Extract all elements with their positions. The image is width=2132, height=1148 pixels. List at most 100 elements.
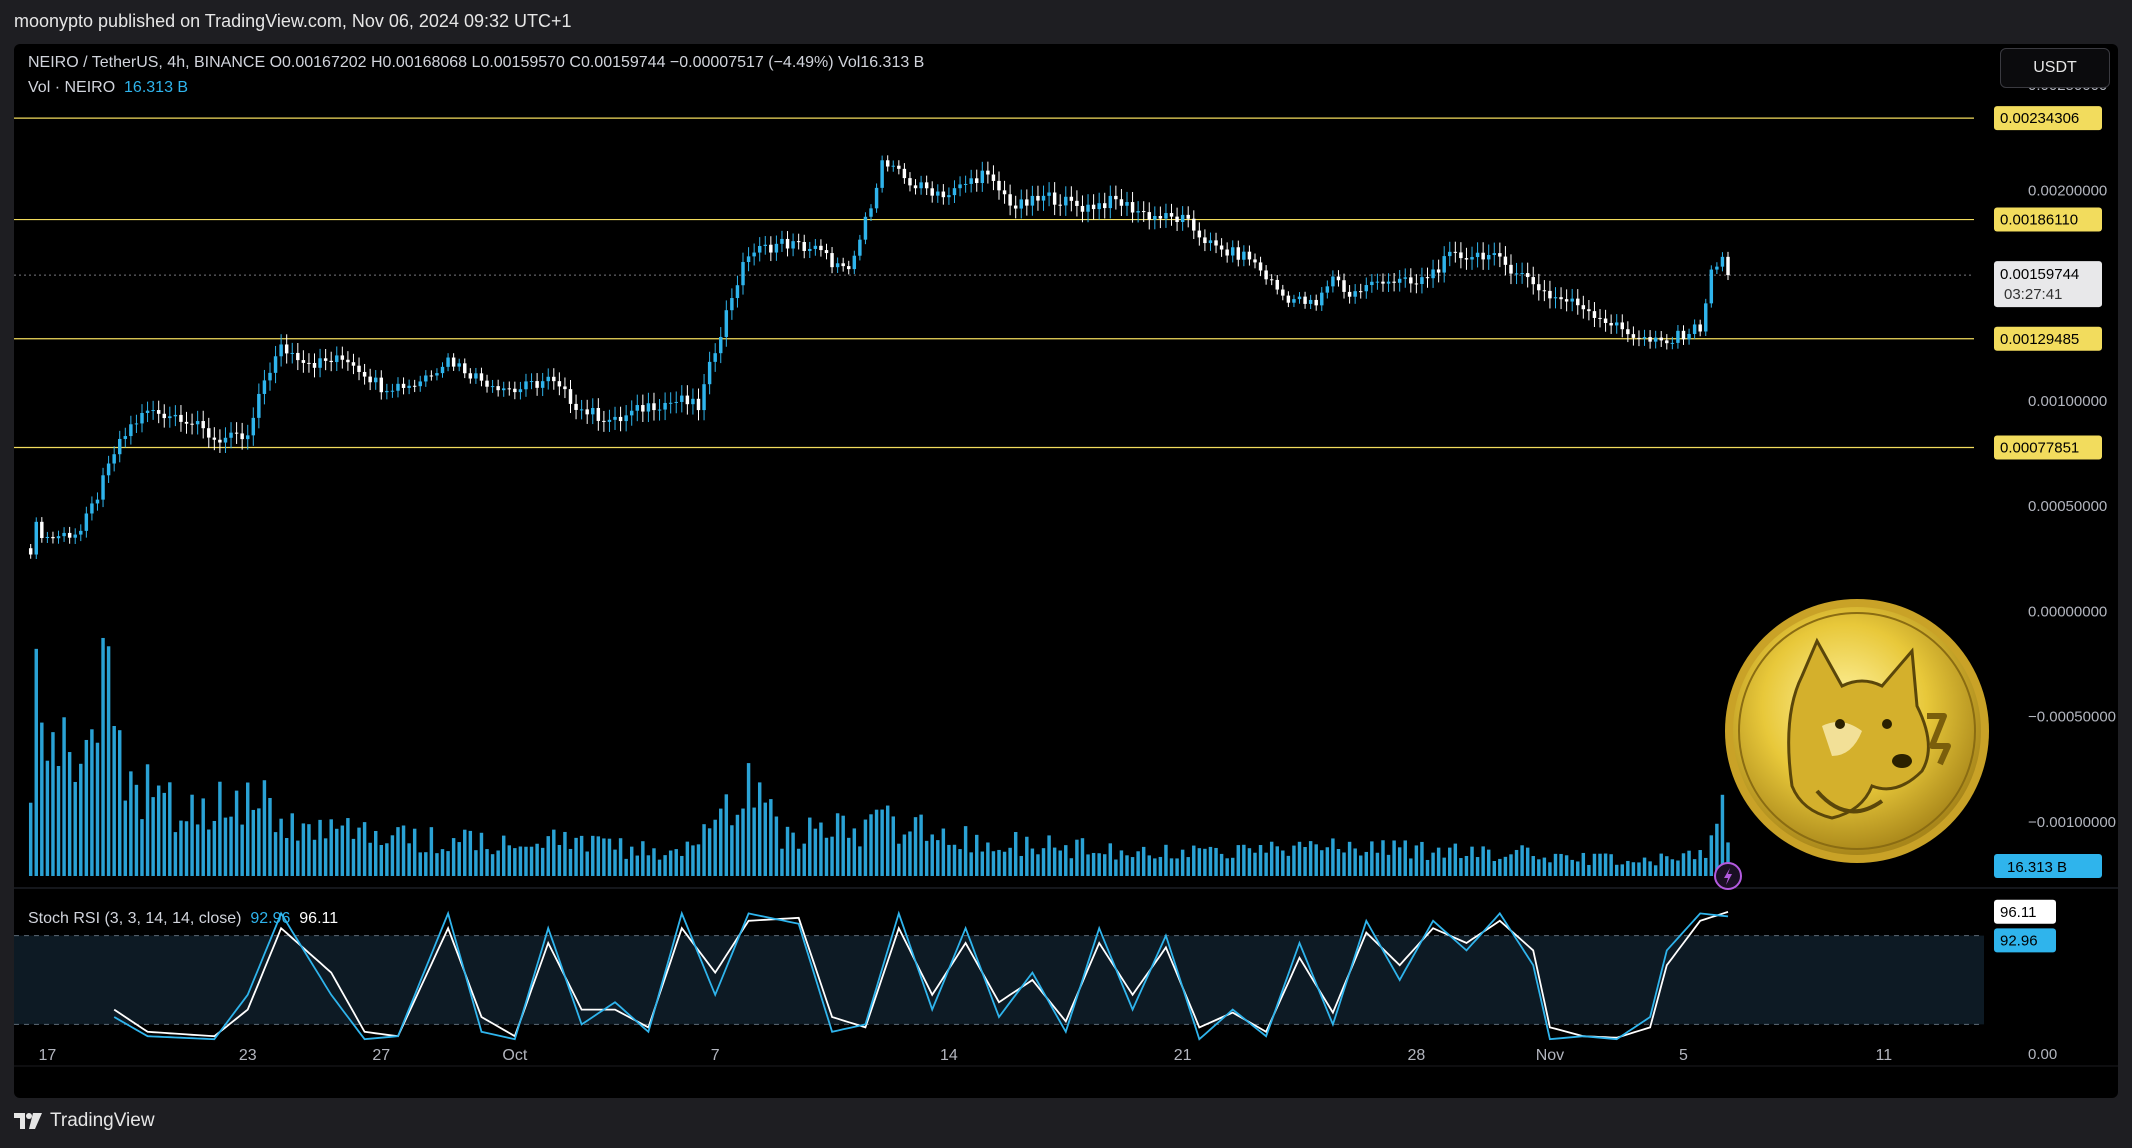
volume-bar (312, 839, 317, 876)
candle-body (1258, 262, 1263, 271)
last-price-tag (1994, 261, 2102, 308)
volume-bar (1275, 846, 1279, 876)
candle-body (1103, 203, 1107, 209)
candle-body (84, 513, 89, 531)
volume-bar (730, 825, 734, 876)
volume-bar (129, 771, 133, 876)
stoch-d-line (113, 911, 1729, 1039)
candle-body (218, 439, 222, 443)
volume-bar (635, 855, 640, 876)
candle-body (668, 402, 673, 404)
volume-value: 16.313 B (124, 79, 189, 96)
candle-body (1030, 195, 1035, 206)
volume-bar (919, 814, 923, 876)
candle-body (273, 356, 278, 373)
tradingview-brand[interactable]: TradingView (14, 1110, 155, 1132)
volume-bar (1364, 851, 1369, 876)
volume-bar (1492, 861, 1497, 876)
volume-bar (897, 843, 901, 876)
candle-body (268, 372, 272, 381)
candle-body (1281, 289, 1285, 296)
candle-body (752, 252, 756, 257)
volume-bar (980, 851, 985, 876)
candle-body (1164, 213, 1168, 219)
candle-body (251, 417, 256, 436)
volume-bar (468, 830, 473, 876)
volume-bar (902, 834, 907, 876)
candle-body (435, 373, 439, 376)
candle-body (1576, 298, 1580, 306)
volume-bar (479, 832, 484, 876)
chart-panel[interactable]: 0.002500000.002000000.001000000.00050000… (14, 44, 2118, 1098)
volume-bar (190, 794, 194, 876)
volume-bar (1019, 855, 1023, 876)
volume-bar (496, 850, 500, 876)
time-axis-tick-label: 14 (940, 1047, 958, 1064)
candle-body (1559, 297, 1563, 300)
volume-legend[interactable]: Vol · NEIRO 16.313 B (28, 79, 188, 97)
candle-body (646, 403, 651, 412)
candle-body (1353, 291, 1357, 297)
volume-bar (1425, 859, 1430, 876)
candle-body (28, 548, 33, 555)
volume-bar (1347, 841, 1352, 876)
volume-bar (769, 799, 773, 876)
candle-body (1314, 299, 1318, 306)
candle-body (680, 395, 684, 402)
volume-bar (1125, 855, 1129, 876)
candle-body (635, 405, 640, 411)
candle-body (724, 310, 729, 337)
candle-body (351, 362, 356, 366)
volume-bar (201, 798, 205, 876)
chart-canvas[interactable]: 0.002500000.002000000.001000000.00050000… (14, 44, 2118, 1098)
volume-bar (563, 831, 567, 876)
volume-bar (1409, 858, 1413, 876)
volume-bar (1041, 848, 1046, 876)
volume-bar (1442, 857, 1446, 876)
candle-body (696, 398, 701, 411)
volume-bar (546, 836, 550, 876)
candle-body (179, 414, 183, 422)
volume-bar (1592, 853, 1597, 876)
candle-body (735, 285, 740, 299)
volume-bar (1325, 847, 1330, 876)
candle-body (991, 174, 996, 181)
candle-body (1570, 298, 1574, 302)
candle-body (279, 344, 283, 357)
candle-body (1297, 296, 1302, 300)
volume-bar (602, 838, 606, 876)
candle-body (902, 168, 907, 179)
candle-body (1509, 264, 1513, 274)
candle-body (1514, 273, 1519, 275)
symbol-legend[interactable]: NEIRO / TetherUS, 4h, BINANCE O0.0016720… (28, 54, 924, 72)
candle-body (1626, 329, 1630, 335)
volume-bar (401, 825, 406, 876)
time-axis-tick-label: 7 (711, 1047, 720, 1064)
candle-body (1091, 204, 1096, 210)
volume-bar (34, 648, 38, 876)
candle-body (824, 250, 829, 254)
candle-body (368, 376, 372, 383)
volume-bar (1431, 852, 1435, 876)
candle-body (1225, 249, 1229, 256)
volume-bar (885, 805, 890, 876)
volume-bar (179, 820, 183, 876)
volume-bar (1715, 823, 1719, 876)
candle-body (1386, 281, 1391, 284)
candle-body (869, 208, 873, 217)
volume-bar (1448, 847, 1452, 876)
candle-body (1342, 280, 1346, 292)
volume-bar (385, 843, 389, 876)
candle-body (1075, 200, 1079, 206)
volume-bar (1103, 854, 1107, 876)
volume-bar (1175, 858, 1179, 876)
volume-bar (284, 838, 289, 876)
price-level-tag (1994, 435, 2102, 460)
volume-bar (435, 853, 439, 876)
time-axis-tick-label: 28 (1407, 1047, 1425, 1064)
volume-bar (273, 832, 278, 876)
currency-button[interactable]: USDT (2000, 48, 2110, 88)
volume-bar (229, 816, 233, 876)
volume-bar (813, 828, 818, 876)
stoch-legend[interactable]: Stoch RSI (3, 3, 14, 14, close) 92.96 96… (28, 910, 338, 928)
